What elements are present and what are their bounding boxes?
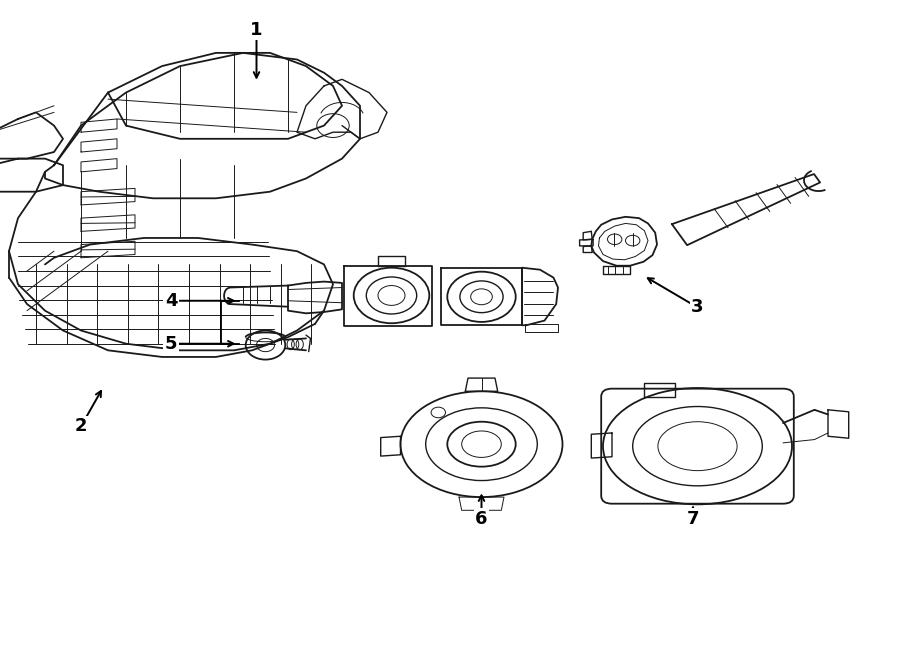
Text: 6: 6 [475,510,488,528]
Text: 3: 3 [691,298,704,317]
Text: 2: 2 [75,417,87,436]
Text: 7: 7 [687,510,699,528]
Text: 4: 4 [165,292,177,310]
Text: 5: 5 [165,334,177,353]
Text: 1: 1 [250,20,263,39]
